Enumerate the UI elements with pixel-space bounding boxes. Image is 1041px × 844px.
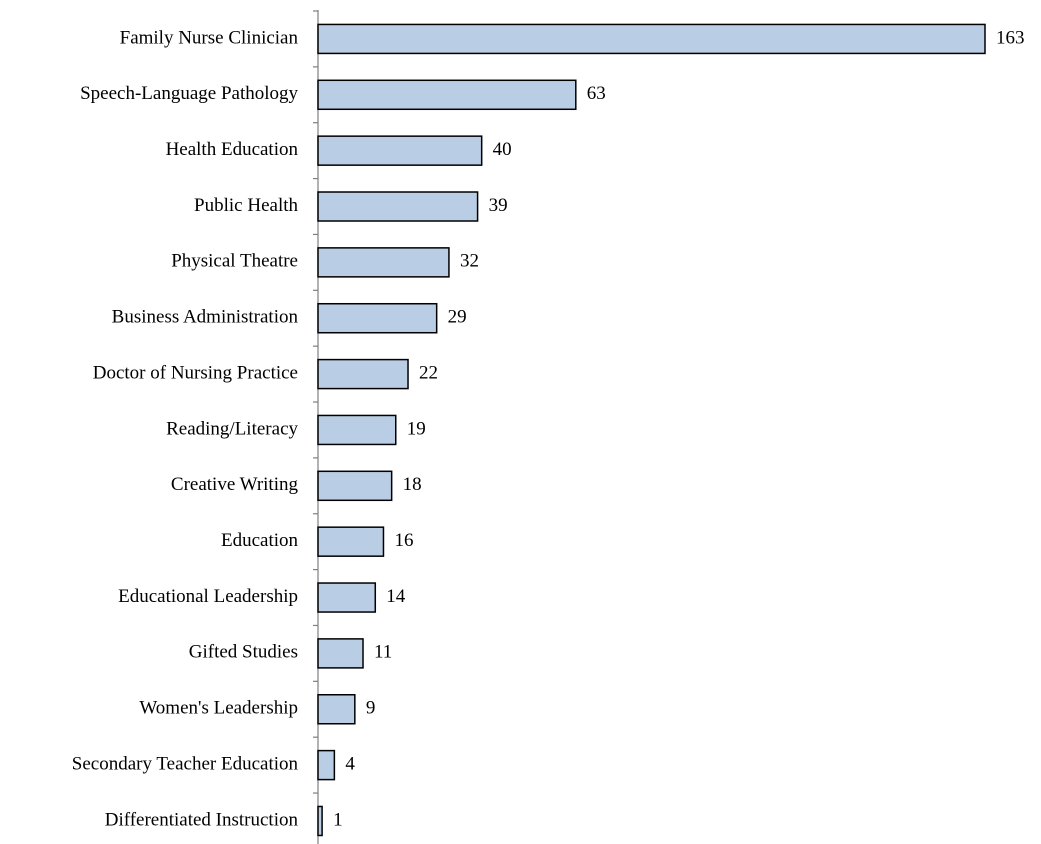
value-label: 39: [489, 195, 508, 216]
bar: [317, 247, 450, 278]
category-label: Education: [221, 530, 299, 551]
category-label: Physical Theatre: [171, 251, 298, 272]
bar: [317, 302, 438, 334]
category-label: Business Administration: [112, 307, 299, 328]
category-label: Doctor of Nursing Practice: [93, 362, 298, 383]
value-label: 16: [394, 530, 413, 551]
category-label: Health Education: [166, 139, 299, 160]
value-label: 1: [333, 809, 343, 830]
bar: [317, 526, 385, 557]
category-label: Secondary Teacher Education: [72, 753, 299, 774]
category-label: Gifted Studies: [189, 642, 298, 663]
value-label: 29: [448, 307, 467, 328]
bar: [317, 694, 356, 725]
category-label: Public Health: [194, 195, 298, 216]
bar: [317, 470, 393, 502]
bar: [317, 582, 377, 613]
category-label: Differentiated Instruction: [105, 809, 299, 830]
value-label: 163: [996, 27, 1025, 48]
category-label: Family Nurse Clinician: [120, 27, 299, 48]
value-label: 32: [460, 251, 479, 272]
value-label: 4: [345, 753, 355, 774]
category-label: Creative Writing: [171, 474, 299, 495]
category-label: Speech-Language Pathology: [80, 83, 298, 104]
category-label: Educational Leadership: [118, 586, 298, 607]
value-label: 9: [366, 698, 376, 719]
value-label: 22: [419, 362, 438, 383]
category-label: Reading/Literacy: [166, 418, 298, 439]
value-label: 63: [587, 83, 606, 104]
bar: [317, 358, 409, 390]
bar: [317, 414, 397, 446]
value-label: 40: [493, 139, 512, 160]
value-label: 14: [386, 586, 406, 607]
category-label: Women's Leadership: [139, 698, 298, 719]
bar: [317, 638, 364, 669]
value-label: 18: [403, 474, 422, 495]
value-label: 19: [407, 418, 426, 439]
bar: [317, 191, 479, 222]
bar: [317, 135, 483, 166]
bar: [317, 749, 336, 781]
bar: [317, 23, 986, 55]
value-label: 11: [374, 642, 392, 663]
bar: [317, 79, 577, 111]
bar: [317, 805, 323, 837]
